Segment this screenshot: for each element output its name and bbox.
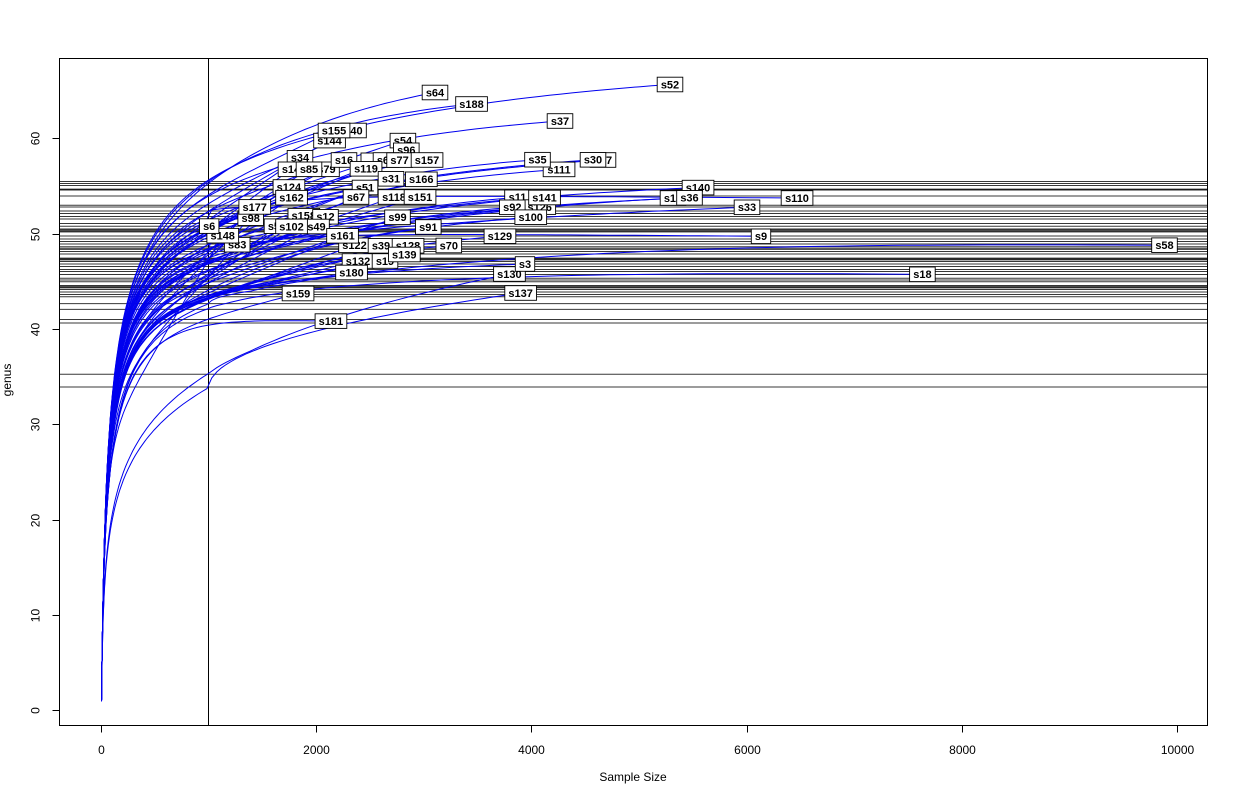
svg-text:4000: 4000	[518, 743, 545, 757]
svg-text:s144: s144	[317, 136, 342, 148]
svg-text:s70: s70	[440, 240, 458, 252]
svg-text:s188: s188	[459, 99, 483, 111]
svg-text:s159: s159	[286, 288, 310, 300]
svg-text:Sample Size: Sample Size	[599, 770, 667, 784]
svg-text:s151: s151	[408, 192, 432, 204]
svg-text:60: 60	[29, 132, 43, 146]
svg-text:s100: s100	[518, 212, 542, 224]
svg-text:s137: s137	[508, 288, 532, 300]
svg-text:s64: s64	[426, 87, 445, 99]
svg-text:8000: 8000	[949, 743, 976, 757]
svg-text:6000: 6000	[734, 743, 761, 757]
svg-text:genus: genus	[0, 364, 14, 397]
svg-text:s110: s110	[785, 193, 809, 205]
svg-text:s129: s129	[488, 231, 512, 243]
svg-text:50: 50	[29, 228, 43, 242]
svg-text:s157: s157	[415, 155, 439, 167]
svg-text:s67: s67	[347, 192, 365, 204]
svg-text:10000: 10000	[1161, 743, 1195, 757]
svg-text:s141: s141	[532, 192, 556, 204]
svg-text:s180: s180	[339, 267, 363, 279]
svg-text:s35: s35	[528, 155, 546, 167]
svg-text:s139: s139	[392, 249, 416, 261]
svg-text:s49: s49	[307, 221, 325, 233]
svg-text:s31: s31	[382, 174, 400, 186]
svg-text:s52: s52	[661, 79, 679, 91]
svg-text:s37: s37	[551, 116, 569, 128]
svg-text:s33: s33	[738, 202, 756, 214]
svg-text:s161: s161	[330, 231, 354, 243]
svg-text:0: 0	[29, 707, 43, 714]
svg-text:s6: s6	[203, 221, 215, 233]
svg-text:s155: s155	[322, 125, 346, 137]
svg-text:30: 30	[29, 418, 43, 432]
svg-text:s99: s99	[388, 212, 406, 224]
svg-text:s181: s181	[319, 316, 343, 328]
svg-text:s130: s130	[497, 269, 521, 281]
svg-text:s3: s3	[519, 259, 531, 271]
svg-text:s162: s162	[279, 193, 303, 205]
svg-text:s85: s85	[300, 164, 318, 176]
svg-text:s30: s30	[584, 155, 602, 167]
svg-text:s98: s98	[242, 213, 260, 225]
svg-text:s16: s16	[335, 155, 353, 167]
svg-text:s77: s77	[390, 155, 408, 167]
svg-text:s118: s118	[382, 192, 406, 204]
svg-text:s39: s39	[372, 241, 390, 253]
svg-text:10: 10	[29, 609, 43, 623]
svg-text:s36: s36	[680, 193, 698, 205]
svg-text:s9: s9	[755, 231, 767, 243]
svg-text:s102: s102	[279, 221, 303, 233]
svg-text:s91: s91	[419, 222, 437, 234]
svg-text:s119: s119	[354, 164, 378, 176]
svg-text:40: 40	[29, 323, 43, 337]
svg-text:s58: s58	[1155, 240, 1173, 252]
svg-text:0: 0	[98, 743, 105, 757]
svg-text:s177: s177	[242, 202, 266, 214]
svg-text:s166: s166	[409, 174, 433, 186]
svg-text:s111: s111	[547, 164, 570, 176]
svg-text:s18: s18	[913, 269, 931, 281]
svg-text:20: 20	[29, 514, 43, 528]
svg-text:2000: 2000	[303, 743, 330, 757]
